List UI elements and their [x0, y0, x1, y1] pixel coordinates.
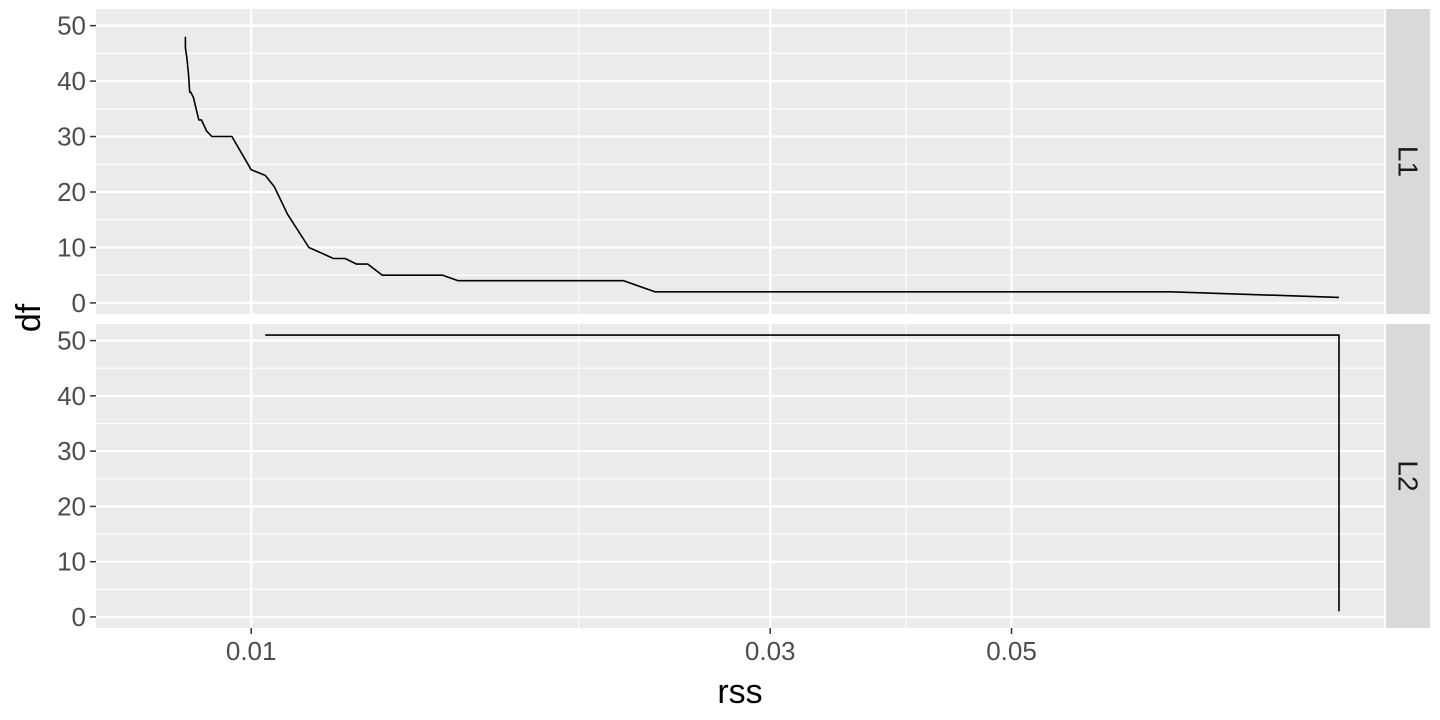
facet-strip-label-l2: L2: [1393, 460, 1424, 491]
y-tick-label: 20: [57, 491, 86, 521]
x-tick-label: 0.01: [226, 636, 277, 666]
series-line-l2: [265, 334, 1340, 612]
facet-panel-l1: L1: [96, 9, 1430, 314]
y-tick-label: 10: [57, 547, 86, 577]
x-axis-title: rss: [717, 673, 762, 711]
y-tick-label: 10: [57, 232, 86, 262]
y-tick-label: 30: [57, 436, 86, 466]
y-tick-label: 0: [72, 602, 86, 632]
y-tick-label: 50: [57, 11, 86, 41]
y-axis-title: df: [10, 303, 48, 332]
facet-strip: [1386, 9, 1430, 314]
y-tick-label: 50: [57, 326, 86, 356]
x-tick-label: 0.05: [986, 636, 1037, 666]
panel-background: [96, 324, 1384, 628]
y-tick-label: 40: [57, 66, 86, 96]
facet-strip: [1386, 324, 1430, 628]
y-tick-label: 20: [57, 177, 86, 207]
y-tick-label: 0: [72, 288, 86, 318]
panel-background: [96, 9, 1384, 314]
x-tick-label: 0.03: [745, 636, 796, 666]
facet-strip-label-l1: L1: [1393, 146, 1424, 177]
y-tick-label: 40: [57, 381, 86, 411]
y-axis: 0 10 20 30 40 50 0 10 20 30 40 50: [57, 11, 96, 632]
series-line-l1: [184, 36, 1340, 299]
facet-panels: L1 L2: [96, 9, 1430, 628]
y-tick-label: 30: [57, 122, 86, 152]
x-axis: 0.01 0.03 0.05: [226, 628, 1037, 666]
facet-panel-l2: L2: [96, 324, 1430, 628]
